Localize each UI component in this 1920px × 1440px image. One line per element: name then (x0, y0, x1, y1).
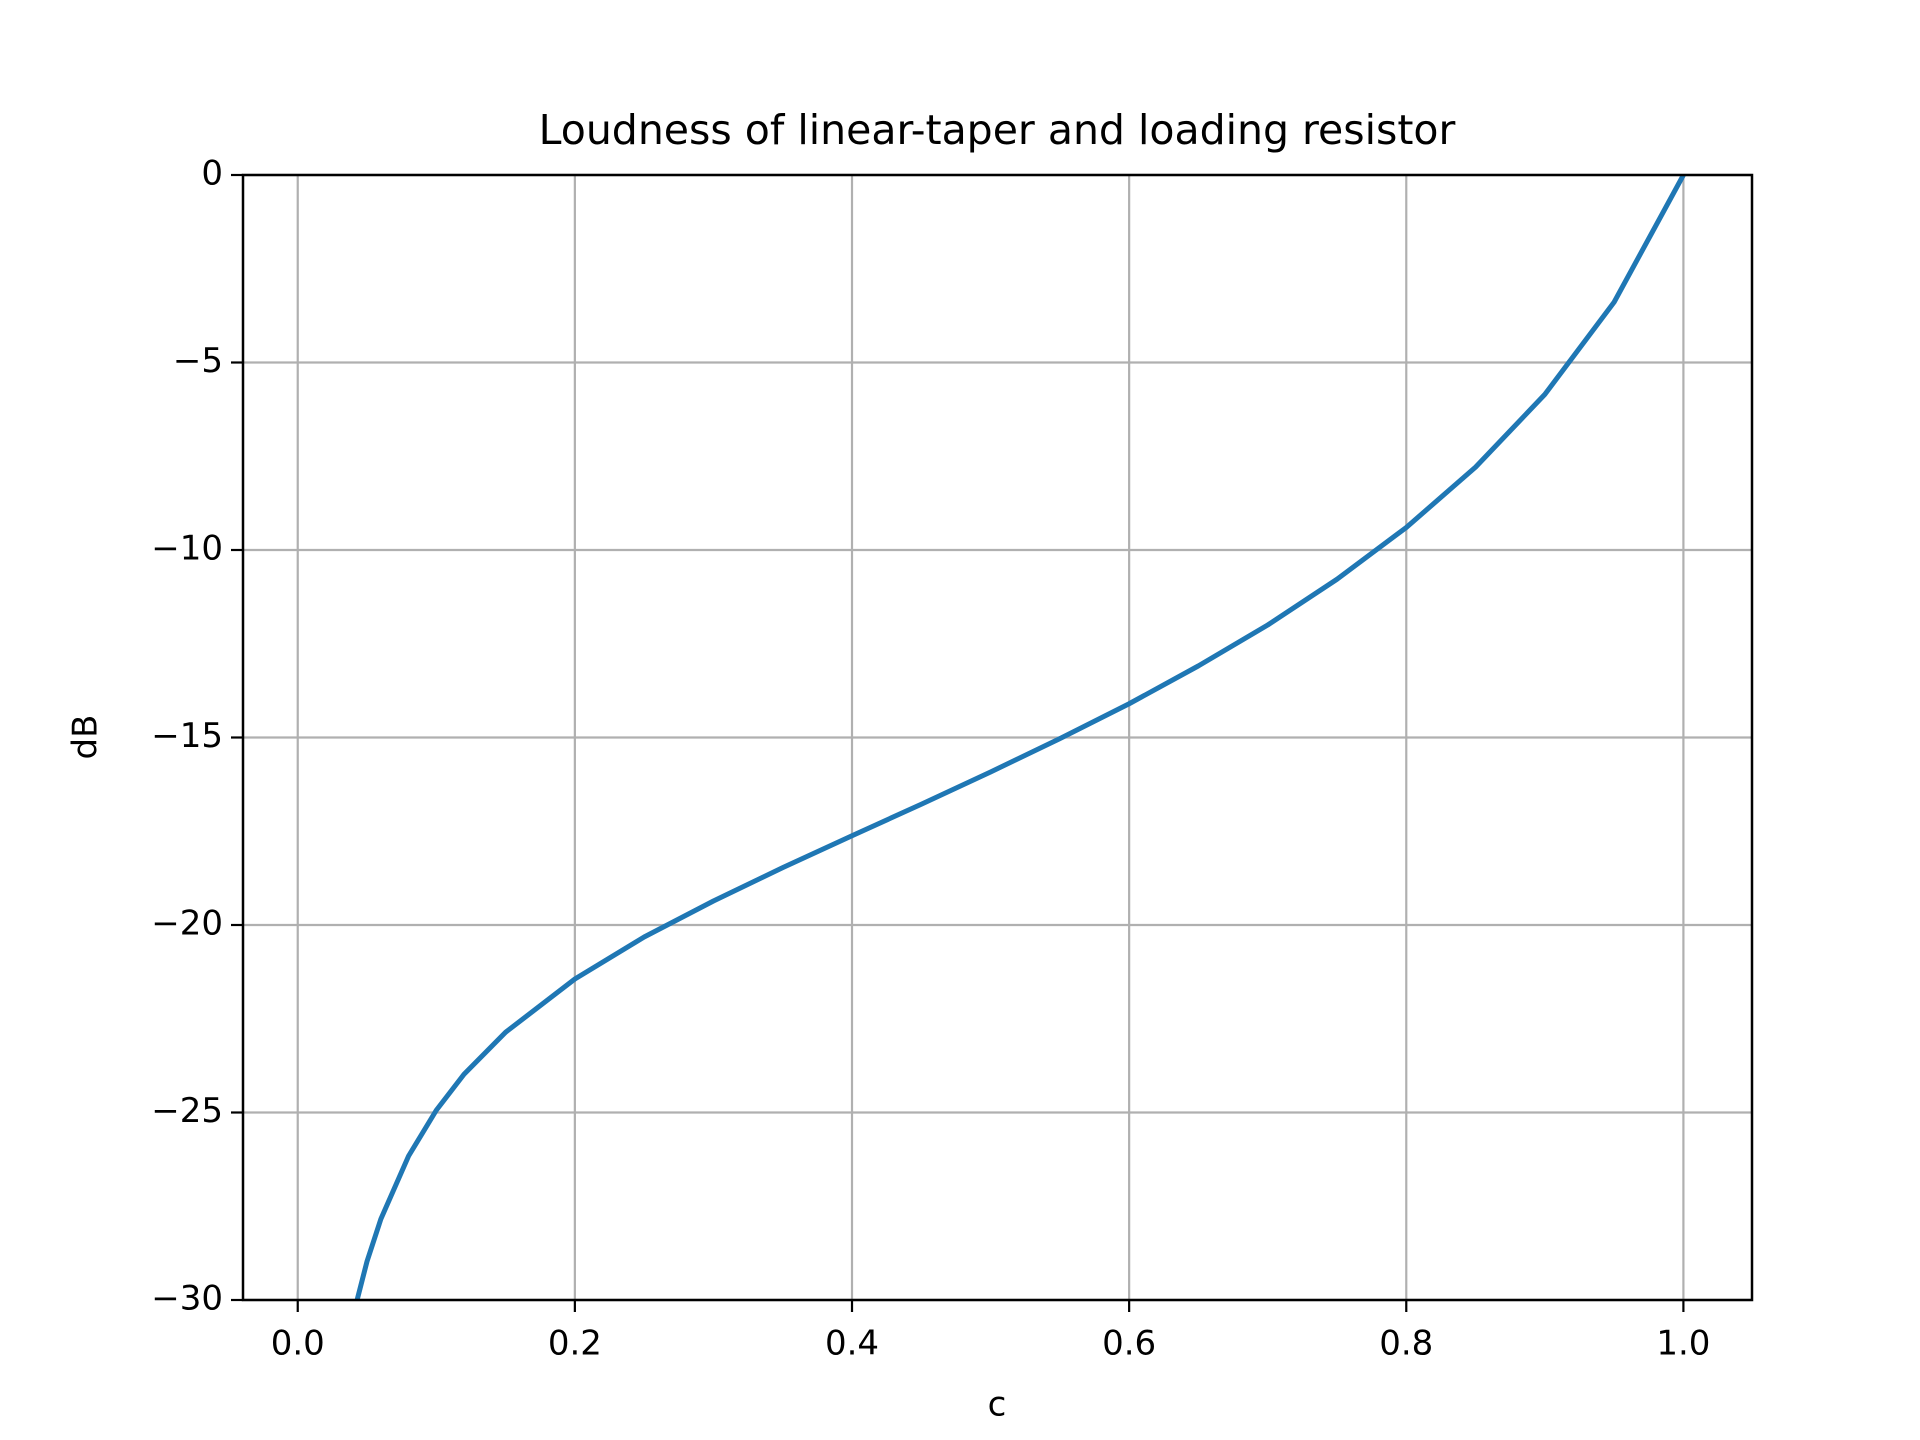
plot-area (354, 175, 1686, 1300)
x-tick-label: 0.4 (825, 1324, 879, 1364)
x-tick-label: 1.0 (1656, 1324, 1710, 1364)
y-tick-label: −15 (151, 716, 223, 756)
chart-title: Loudness of linear-taper and loading res… (539, 106, 1456, 154)
y-tick-label: −30 (151, 1279, 223, 1319)
x-tick-label: 0.2 (548, 1324, 602, 1364)
x-tick-label: 0.0 (271, 1324, 325, 1364)
y-tick-label: −20 (151, 904, 223, 944)
y-tick-label: 0 (201, 154, 223, 194)
y-tick-label: −25 (151, 1091, 223, 1131)
grid (243, 173, 1752, 1302)
x-tick-label: 0.8 (1379, 1324, 1433, 1364)
x-axis-label: c (988, 1385, 1007, 1425)
x-tick-label: 0.6 (1102, 1324, 1156, 1364)
y-tick-label: −10 (151, 529, 223, 569)
y-axis-label: dB (66, 715, 106, 760)
data-line (354, 175, 1686, 1300)
y-tick-label: −5 (173, 341, 223, 381)
